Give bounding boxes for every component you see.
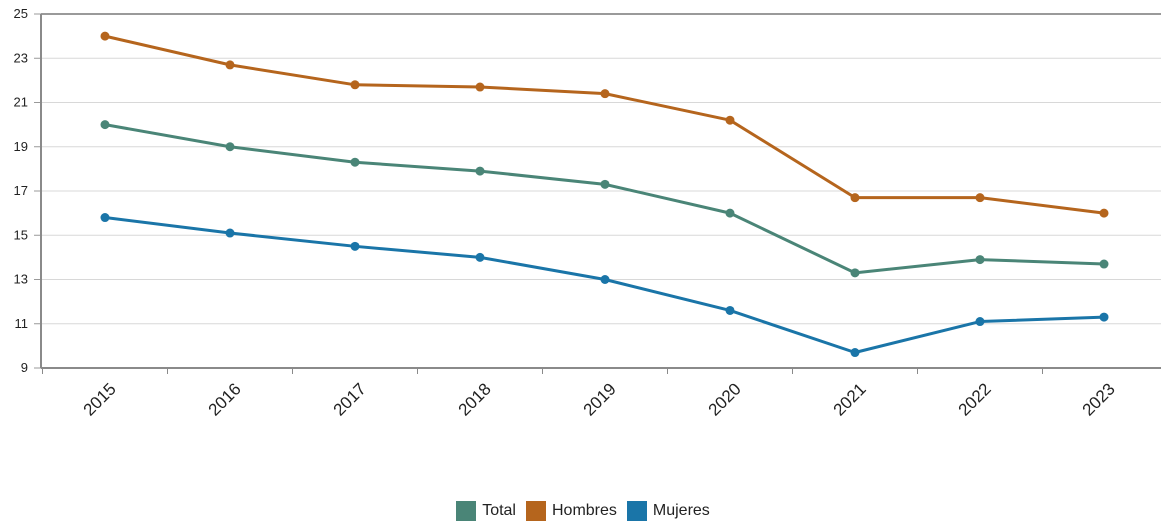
legend-label: Mujeres	[652, 502, 710, 519]
y-tick-label: 17	[14, 183, 28, 198]
data-point-mujeres[interactable]	[350, 241, 360, 251]
x-tick-label: 2023	[1079, 379, 1119, 419]
x-tick-label: 2016	[205, 379, 245, 419]
data-point-mujeres[interactable]	[725, 305, 735, 315]
data-point-total[interactable]	[600, 179, 610, 189]
legend-label: Hombres	[551, 502, 617, 519]
y-tick-label: 11	[15, 316, 29, 331]
data-point-total[interactable]	[725, 208, 735, 218]
series-line-mujeres	[103, 216, 1106, 355]
data-point-mujeres[interactable]	[100, 213, 110, 223]
x-tick-label: 2022	[955, 379, 995, 419]
data-point-hombres[interactable]	[725, 115, 735, 125]
data-point-hombres[interactable]	[100, 31, 110, 41]
y-tick-label: 9	[21, 360, 28, 375]
legend: Total Hombres Mujeres	[0, 501, 1166, 521]
data-point-hombres[interactable]	[850, 193, 860, 203]
data-point-total[interactable]	[475, 166, 485, 176]
x-tick-label: 2019	[580, 379, 620, 419]
legend-item-total[interactable]: Total	[456, 501, 516, 521]
data-point-hombres[interactable]	[475, 82, 485, 92]
legend-swatch	[456, 501, 477, 521]
legend-item-hombres[interactable]: Hombres	[525, 501, 617, 521]
x-tick-label: 2021	[830, 379, 870, 419]
data-point-mujeres[interactable]	[600, 275, 610, 284]
legend-swatch	[525, 501, 546, 521]
legend-item-mujeres[interactable]: Mujeres	[626, 501, 710, 521]
data-point-mujeres[interactable]	[225, 228, 235, 238]
data-point-mujeres[interactable]	[1099, 312, 1109, 322]
y-tick-label: 21	[14, 95, 28, 110]
x-tick-label: 2015	[80, 379, 120, 419]
data-point-total[interactable]	[975, 255, 985, 265]
x-tick-label: 2017	[330, 379, 370, 419]
data-point-total[interactable]	[850, 268, 860, 278]
y-tick-label: 19	[14, 139, 28, 154]
y-tick-label: 15	[14, 227, 28, 242]
data-point-hombres[interactable]	[1099, 208, 1109, 218]
data-point-hombres[interactable]	[350, 80, 360, 90]
y-axis: 9 11 13 15 17 19 21 23 25	[14, 6, 42, 375]
data-point-hombres[interactable]	[225, 60, 235, 70]
data-point-total[interactable]	[1099, 259, 1109, 269]
series-lines	[100, 31, 1109, 358]
y-tick-label: 13	[14, 272, 28, 287]
legend-label: Total	[482, 502, 516, 519]
data-point-mujeres[interactable]	[975, 317, 985, 327]
data-point-total[interactable]	[225, 142, 235, 152]
data-point-mujeres[interactable]	[850, 348, 860, 358]
x-tick-label: 2018	[455, 379, 495, 419]
data-point-hombres[interactable]	[975, 193, 985, 203]
x-axis: 2015 2016 2017 2018 2019 2020 2021 2022 2023	[41, 367, 1161, 420]
y-tick-label: 25	[14, 6, 28, 21]
data-point-total[interactable]	[350, 157, 360, 167]
data-point-total[interactable]	[100, 120, 110, 130]
data-point-mujeres[interactable]	[475, 252, 485, 262]
data-point-hombres[interactable]	[600, 89, 610, 99]
x-tick-label: 2020	[705, 379, 745, 419]
legend-swatch	[626, 501, 647, 521]
y-tick-label: 23	[14, 50, 28, 65]
